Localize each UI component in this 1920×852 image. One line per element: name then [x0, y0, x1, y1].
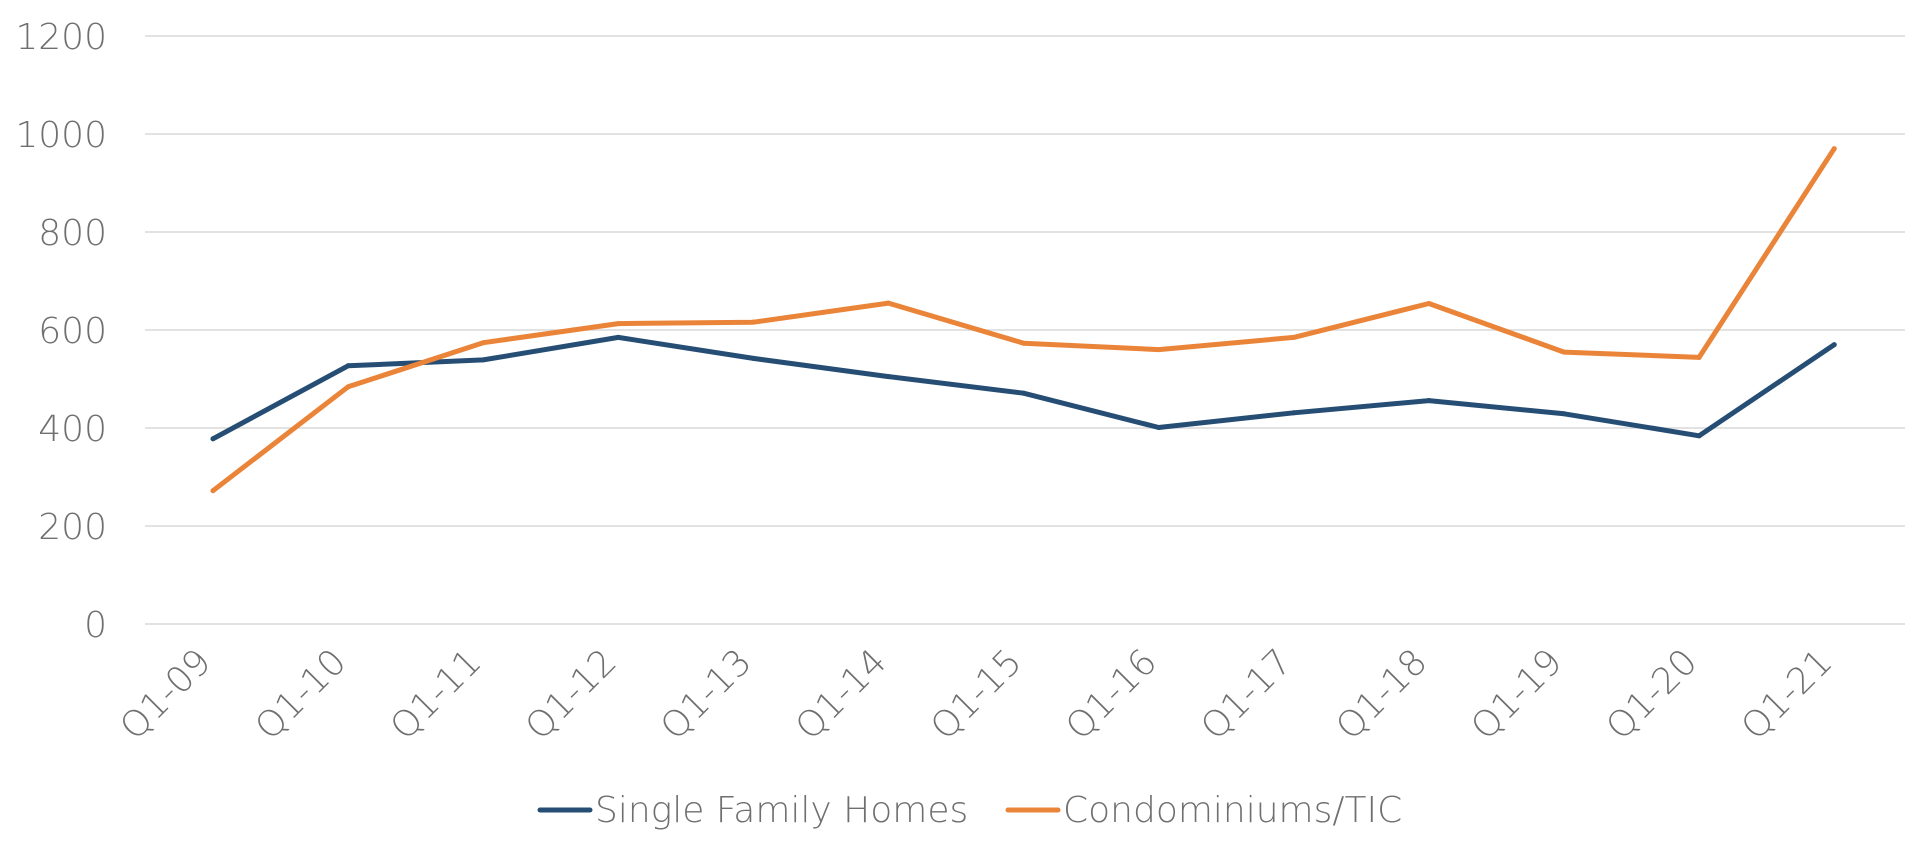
x-tick-label: Q1-10	[248, 641, 355, 748]
data-point	[480, 340, 486, 346]
legend: Single Family Homes Condominiums/TIC	[537, 790, 1402, 831]
data-point	[750, 319, 756, 325]
data-point	[1831, 342, 1837, 348]
data-point	[1696, 354, 1702, 360]
y-axis: 0 200 400 600 800 1000 1200	[15, 17, 107, 646]
x-tick-label: Q1-16	[1058, 641, 1165, 748]
data-point	[1156, 425, 1162, 431]
x-tick-label: Q1-19	[1464, 641, 1571, 748]
y-tick-label: 1200	[15, 17, 107, 58]
series-line-condominiums-tic	[210, 146, 1837, 494]
data-point	[615, 321, 621, 327]
data-point	[1021, 390, 1027, 396]
grid-lines	[145, 35, 1905, 625]
series-lines	[210, 146, 1837, 494]
y-tick-label: 800	[38, 213, 107, 254]
x-tick-label: Q1-21	[1734, 641, 1841, 748]
data-point	[615, 334, 621, 340]
y-tick-label: 1000	[15, 115, 107, 156]
data-point	[1696, 433, 1702, 439]
data-point	[480, 357, 486, 363]
data-point	[1561, 411, 1567, 417]
data-point	[750, 355, 756, 361]
x-tick-label: Q1-17	[1193, 641, 1300, 748]
data-point	[210, 488, 216, 494]
x-axis: Q1-09 Q1-10 Q1-11 Q1-12 Q1-13 Q1-14 Q1-15 Q1-16…	[113, 641, 1841, 748]
data-point	[1021, 340, 1027, 346]
x-tick-label: Q1-14	[788, 641, 895, 748]
data-point	[886, 300, 891, 306]
x-tick-label: Q1-18	[1328, 641, 1435, 748]
data-point	[1426, 398, 1432, 404]
legend-item-single-family-homes: Single Family Homes	[537, 790, 968, 831]
data-point	[1831, 146, 1837, 152]
data-point	[1156, 347, 1162, 353]
data-point	[886, 374, 891, 380]
data-point	[1291, 334, 1297, 340]
data-point	[210, 436, 216, 442]
x-tick-label: Q1-20	[1599, 641, 1706, 748]
x-tick-label: Q1-12	[518, 641, 625, 748]
y-tick-label: 200	[38, 507, 107, 548]
data-point	[1426, 301, 1432, 307]
x-tick-label: Q1-13	[653, 641, 760, 748]
y-tick-label: 600	[38, 311, 107, 352]
legend-label: Condominiums/TIC	[1063, 790, 1402, 831]
data-point	[345, 384, 351, 390]
data-point	[1561, 349, 1567, 355]
x-tick-label: Q1-09	[113, 641, 220, 748]
data-point	[345, 363, 351, 369]
x-tick-label: Q1-15	[923, 641, 1030, 748]
legend-item-condominiums-tic: Condominiums/TIC	[1005, 790, 1402, 831]
y-tick-label: 0	[84, 605, 107, 646]
legend-label: Single Family Homes	[595, 790, 968, 831]
data-point	[1291, 410, 1297, 416]
x-tick-label: Q1-11	[383, 641, 490, 748]
y-tick-label: 400	[38, 409, 107, 450]
